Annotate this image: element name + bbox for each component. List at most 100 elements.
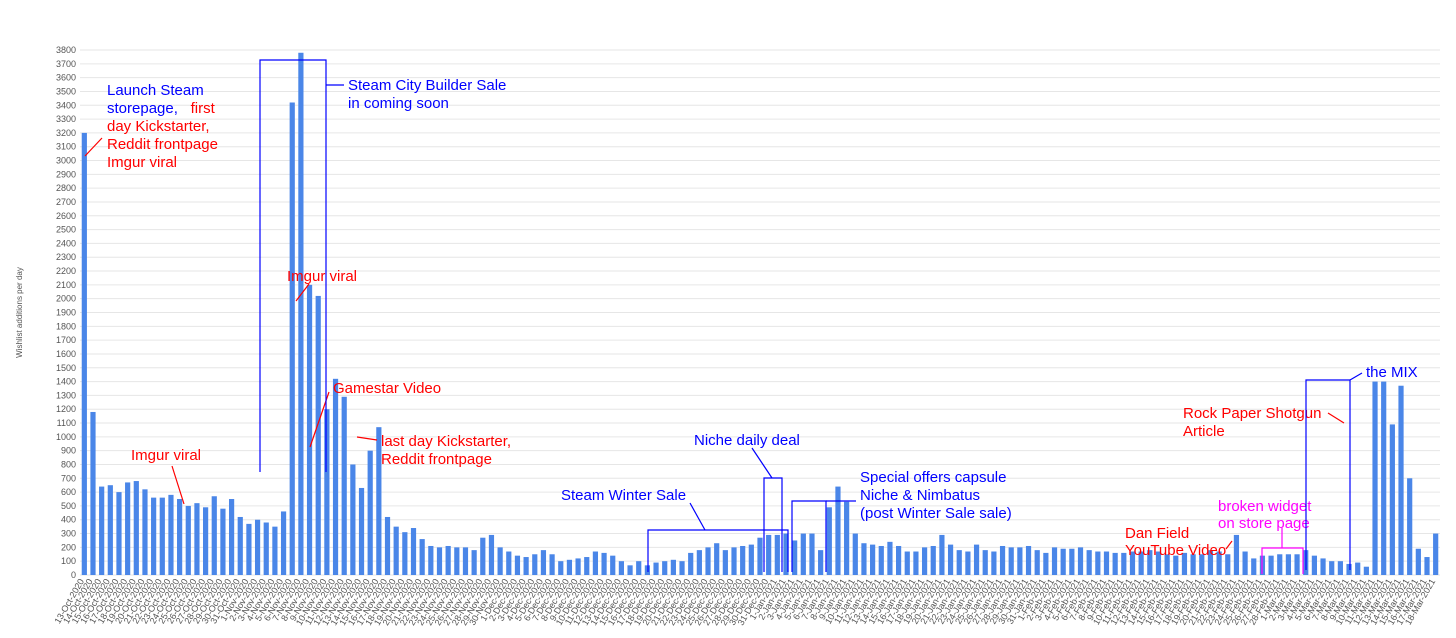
bar: [550, 554, 555, 575]
annotation-text: Imgur viral: [287, 268, 357, 285]
ytick-label: 3300: [56, 114, 76, 124]
bar: [368, 451, 373, 575]
bar: [272, 527, 277, 575]
bar: [342, 397, 347, 575]
bar: [792, 540, 797, 575]
bar: [957, 550, 962, 575]
bar: [281, 511, 286, 575]
bar: [740, 546, 745, 575]
annotation-text: Imgur viral: [131, 447, 201, 464]
bar: [593, 552, 598, 575]
bar: [610, 556, 615, 575]
ytick-label: 2900: [56, 169, 76, 179]
bar: [1398, 386, 1403, 575]
ytick-label: 2300: [56, 252, 76, 262]
bar: [186, 506, 191, 575]
bar: [1251, 558, 1256, 575]
y-axis-label: Wishlist additions per day: [15, 267, 24, 358]
bar: [524, 557, 529, 575]
bar: [1407, 478, 1412, 575]
ytick-label: 3700: [56, 59, 76, 69]
bar: [142, 489, 147, 575]
ytick-label: 1000: [56, 432, 76, 442]
annotation-text: Gamestar Video: [333, 380, 441, 397]
bar: [1277, 554, 1282, 575]
bar: [1329, 561, 1334, 575]
bar: [1424, 557, 1429, 575]
bar: [931, 546, 936, 575]
bar: [1078, 547, 1083, 575]
ytick-label: 1400: [56, 377, 76, 387]
ytick-label: 1500: [56, 363, 76, 373]
bar: [1338, 561, 1343, 575]
bar: [489, 535, 494, 575]
bar: [974, 545, 979, 575]
bar: [1069, 549, 1074, 575]
ytick-label: 1100: [57, 418, 76, 428]
x-labels: 13-Oct-202014-Oct-202015-Oct-202016-Oct-…: [52, 577, 1437, 627]
ytick-label: 2500: [56, 225, 76, 235]
bar: [1104, 552, 1109, 575]
bar: [238, 517, 243, 575]
ytick-label: 0: [71, 570, 76, 580]
bar: [1242, 552, 1247, 575]
bar: [731, 547, 736, 575]
bar: [255, 520, 260, 575]
annotation-text: (post Winter Sale sale): [860, 505, 1012, 522]
annotation-text: Article: [1183, 423, 1225, 440]
bar: [991, 552, 996, 575]
bar: [385, 517, 390, 575]
annotation-text: Steam Winter Sale: [561, 487, 686, 504]
bar: [645, 565, 650, 575]
bar: [827, 507, 832, 575]
ytick-label: 3100: [56, 142, 76, 152]
bar: [290, 103, 295, 576]
bar: [333, 379, 338, 575]
bar: [1095, 552, 1100, 575]
annotation-text: Reddit frontpage: [381, 451, 492, 468]
bar: [887, 542, 892, 575]
bar: [168, 495, 173, 575]
bar: [1372, 382, 1377, 575]
bar: [922, 547, 927, 575]
ytick-label: 2600: [56, 211, 76, 221]
annotation-text: Launch Steam: [107, 82, 204, 99]
bar: [220, 509, 225, 575]
annotation-text: Niche daily deal: [694, 432, 800, 449]
bar: [1234, 535, 1239, 575]
bar: [1320, 558, 1325, 575]
bar: [870, 545, 875, 575]
ytick-label: 300: [61, 529, 76, 539]
bar: [515, 556, 520, 575]
bar: [757, 538, 762, 575]
bar: [1294, 554, 1299, 575]
bar: [1052, 547, 1057, 575]
bar: [1433, 534, 1438, 575]
bar: [1043, 553, 1048, 575]
ytick-label: 1900: [56, 308, 76, 318]
bar: [861, 543, 866, 575]
ytick-label: 1300: [56, 390, 76, 400]
bar: [1087, 550, 1092, 575]
bar: [723, 550, 728, 575]
bar: [1061, 549, 1066, 575]
bar: [1346, 564, 1351, 575]
bar: [82, 133, 87, 575]
bar: [662, 561, 667, 575]
annotation-text: first: [191, 100, 216, 117]
chart-container: 0100200300400500600700800900100011001200…: [0, 0, 1456, 638]
bar: [394, 527, 399, 575]
bar: [1009, 547, 1014, 575]
bar: [90, 412, 95, 575]
annotation-text: day Kickstarter,: [107, 118, 210, 135]
bar: [1364, 567, 1369, 575]
annotation-text: Imgur viral: [107, 154, 177, 171]
bar: [359, 488, 364, 575]
bar: [498, 547, 503, 575]
ytick-label: 1200: [56, 404, 76, 414]
bar: [1286, 554, 1291, 575]
bar: [1035, 550, 1040, 575]
bar: [108, 485, 113, 575]
bar: [567, 560, 572, 575]
bar: [766, 535, 771, 575]
